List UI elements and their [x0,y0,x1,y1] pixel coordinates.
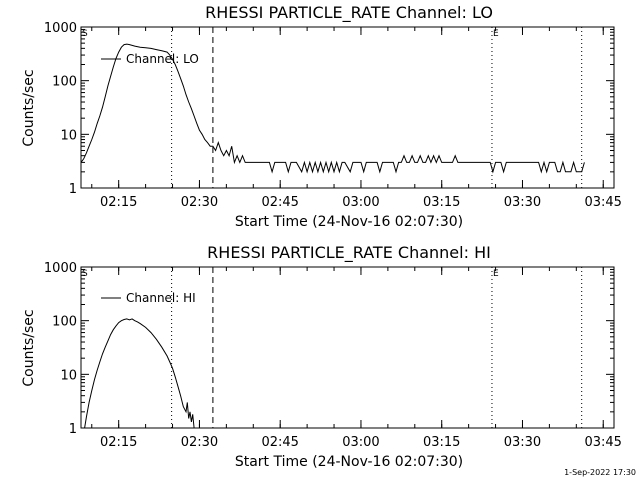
series-lo [80,43,585,174]
y-tick-label: 1 [69,182,77,197]
x-tick-label: 03:00 [342,195,379,210]
y-tick-label: 1 [69,422,77,437]
chart-hi: RHESSI PARTICLE_RATE Channel: HI 02:15 02… [21,243,622,470]
x-tick-label: 03:45 [584,195,621,210]
legend-label-lo: Channel: LO [126,52,199,66]
x-tick-label: 03:15 [423,195,460,210]
series-line [80,43,585,174]
y-tick-label: 1000 [44,21,77,36]
x-tick-label: 03:45 [584,435,621,450]
time-marker-label: S [82,29,88,39]
axes-ticks-lo: 02:15 02:30 02:45 03:00 03:15 03:30 03:45 1 10 10… [44,21,622,210]
chart-lo: RHESSI PARTICLE_RATE Channel: LO 02:15 02… [21,3,622,230]
series-hi [84,318,195,429]
footer-timestamp: 1-Sep-2022 17:30 [564,468,636,477]
x-tick-label: 03:30 [504,435,541,450]
y-tick-label: 100 [52,75,77,90]
chart-title-hi: RHESSI PARTICLE_RATE Channel: HI [207,243,491,263]
time-marker-label: E [493,29,499,39]
axes-ticks-hi: 02:15 02:30 02:45 03:00 03:15 03:30 03:45 1 10 10… [44,261,622,450]
time-marker-label: S [82,269,88,279]
y-tick-label: 100 [52,315,77,330]
x-axis-label-lo: Start Time (24-Nov-16 02:07:30) [235,214,463,230]
y-axis-label-lo: Counts/sec [21,69,37,146]
x-tick-label: 02:15 [100,195,137,210]
legend-hi: Channel: HI [101,291,196,305]
x-axis-label-hi: Start Time (24-Nov-16 02:07:30) [235,454,463,470]
y-tick-label: 10 [60,368,77,383]
x-tick-label: 03:30 [504,195,541,210]
x-tick-label: 03:00 [342,435,379,450]
series-line [84,318,195,429]
y-tick-label: 10 [60,128,77,143]
y-axis-label-hi: Counts/sec [21,309,37,386]
x-tick-label: 03:15 [423,435,460,450]
x-tick-label: 02:15 [100,435,137,450]
x-tick-label: 02:30 [181,195,218,210]
legend-label-hi: Channel: HI [126,291,196,305]
legend-lo: Channel: LO [101,52,199,66]
x-tick-label: 02:45 [261,195,298,210]
time-marker-label: E [493,269,499,279]
y-tick-label: 1000 [44,261,77,276]
x-tick-label: 02:30 [181,435,218,450]
chart-title-lo: RHESSI PARTICLE_RATE Channel: LO [205,3,493,23]
x-tick-label: 02:45 [261,435,298,450]
